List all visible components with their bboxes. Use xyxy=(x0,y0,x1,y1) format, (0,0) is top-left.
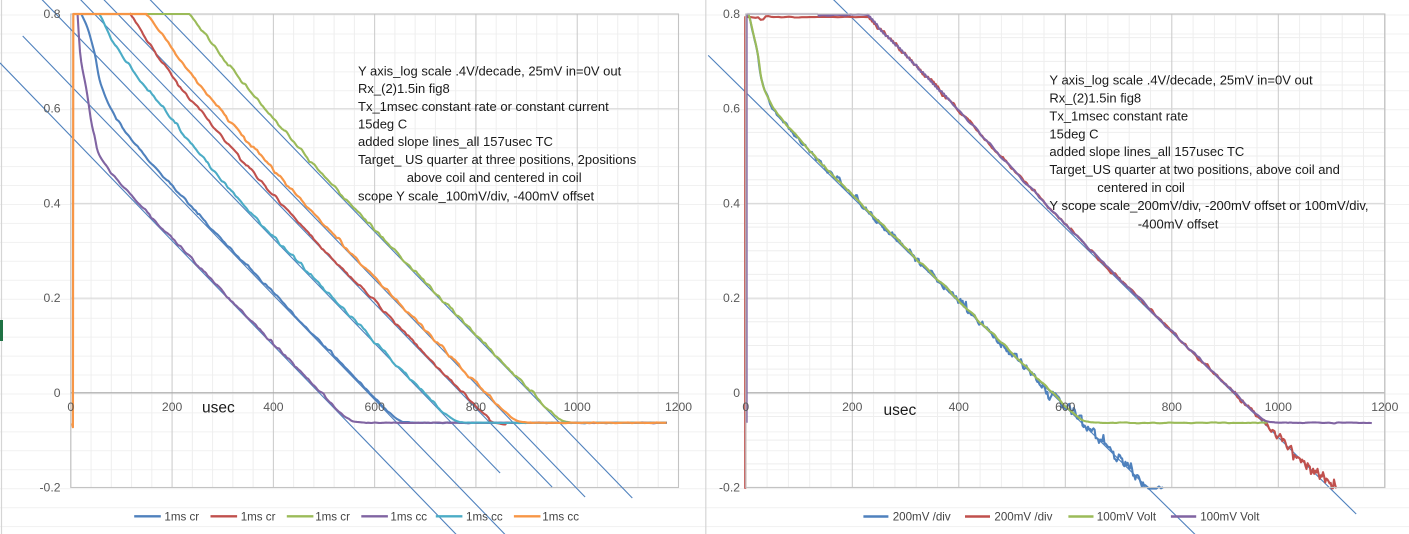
svg-text:usec: usec xyxy=(884,402,917,419)
svg-text:600: 600 xyxy=(365,400,386,414)
svg-text:Y axis_log scale .4V/decade, 2: Y axis_log scale .4V/decade, 25mV in=0V … xyxy=(1049,72,1313,87)
svg-text:200: 200 xyxy=(842,400,863,414)
svg-text:above coil and centered in coi: above coil and centered in coil xyxy=(407,170,582,185)
svg-text:400: 400 xyxy=(949,400,970,414)
svg-text:400: 400 xyxy=(263,400,284,414)
svg-text:0.2: 0.2 xyxy=(44,291,61,305)
svg-text:1ms cc: 1ms cc xyxy=(390,511,427,524)
svg-text:Tx_1msec constant rate: Tx_1msec constant rate xyxy=(1049,108,1188,123)
svg-text:1ms cc: 1ms cc xyxy=(466,511,503,524)
svg-text:800: 800 xyxy=(466,400,487,414)
svg-text:0.4: 0.4 xyxy=(723,196,740,210)
svg-text:-0.2: -0.2 xyxy=(719,481,740,495)
svg-text:1000: 1000 xyxy=(564,400,591,414)
svg-text:-0.2: -0.2 xyxy=(39,481,60,495)
svg-text:1ms cr: 1ms cr xyxy=(164,511,199,524)
svg-text:scope Y scale_100mV/div, -400m: scope Y scale_100mV/div, -400mV offset xyxy=(358,188,594,203)
svg-text:1200: 1200 xyxy=(665,400,692,414)
svg-text:0.2: 0.2 xyxy=(723,291,740,305)
svg-text:Target_ US quarter at three po: Target_ US quarter at three positions, 2… xyxy=(358,152,637,167)
svg-text:200mV /div: 200mV /div xyxy=(994,511,1052,524)
svg-text:added slope lines_all 157usec: added slope lines_all 157usec TC xyxy=(1049,144,1244,159)
svg-text:15deg C: 15deg C xyxy=(1049,126,1098,141)
svg-text:Y axis_log scale .4V/decade, 2: Y axis_log scale .4V/decade, 25mV in=0V … xyxy=(358,64,622,79)
svg-text:Rx_(2)1.5in fig8: Rx_(2)1.5in fig8 xyxy=(1049,91,1141,106)
svg-text:1000: 1000 xyxy=(1265,400,1292,414)
svg-text:Target_US quarter at two posit: Target_US quarter at two positions, abov… xyxy=(1049,162,1340,177)
svg-text:1ms cr: 1ms cr xyxy=(315,511,350,524)
svg-text:-400mV offset: -400mV offset xyxy=(1138,216,1219,231)
svg-text:200mV /div: 200mV /div xyxy=(893,511,951,524)
svg-text:centered in coil: centered in coil xyxy=(1097,180,1185,195)
svg-text:0: 0 xyxy=(742,400,749,414)
svg-text:0.6: 0.6 xyxy=(44,102,61,116)
svg-text:1200: 1200 xyxy=(1371,400,1398,414)
svg-text:800: 800 xyxy=(1162,400,1183,414)
svg-text:1ms cc: 1ms cc xyxy=(542,511,579,524)
svg-text:usec: usec xyxy=(202,400,235,417)
svg-text:200: 200 xyxy=(162,400,183,414)
svg-text:0: 0 xyxy=(54,386,61,400)
svg-text:100mV Volt: 100mV Volt xyxy=(1097,511,1157,524)
svg-text:0: 0 xyxy=(733,386,740,400)
svg-text:0.8: 0.8 xyxy=(44,7,61,21)
svg-text:600: 600 xyxy=(1055,400,1076,414)
svg-text:1ms cr: 1ms cr xyxy=(241,511,276,524)
svg-text:0.6: 0.6 xyxy=(723,102,740,116)
svg-text:0.4: 0.4 xyxy=(44,196,61,210)
svg-text:Y scope scale_200mV/div, -200m: Y scope scale_200mV/div, -200mV offset o… xyxy=(1049,198,1368,213)
svg-text:added slope lines_all 157usec: added slope lines_all 157usec TC xyxy=(358,134,553,149)
svg-text:100mV Volt: 100mV Volt xyxy=(1200,511,1260,524)
svg-text:0.8: 0.8 xyxy=(723,7,740,21)
svg-text:Tx_1msec constant rate or cons: Tx_1msec constant rate or constant curre… xyxy=(358,99,609,114)
svg-text:0: 0 xyxy=(67,400,74,414)
svg-text:15deg C: 15deg C xyxy=(358,117,407,132)
svg-text:Rx_(2)1.5in fig8: Rx_(2)1.5in fig8 xyxy=(358,81,450,96)
